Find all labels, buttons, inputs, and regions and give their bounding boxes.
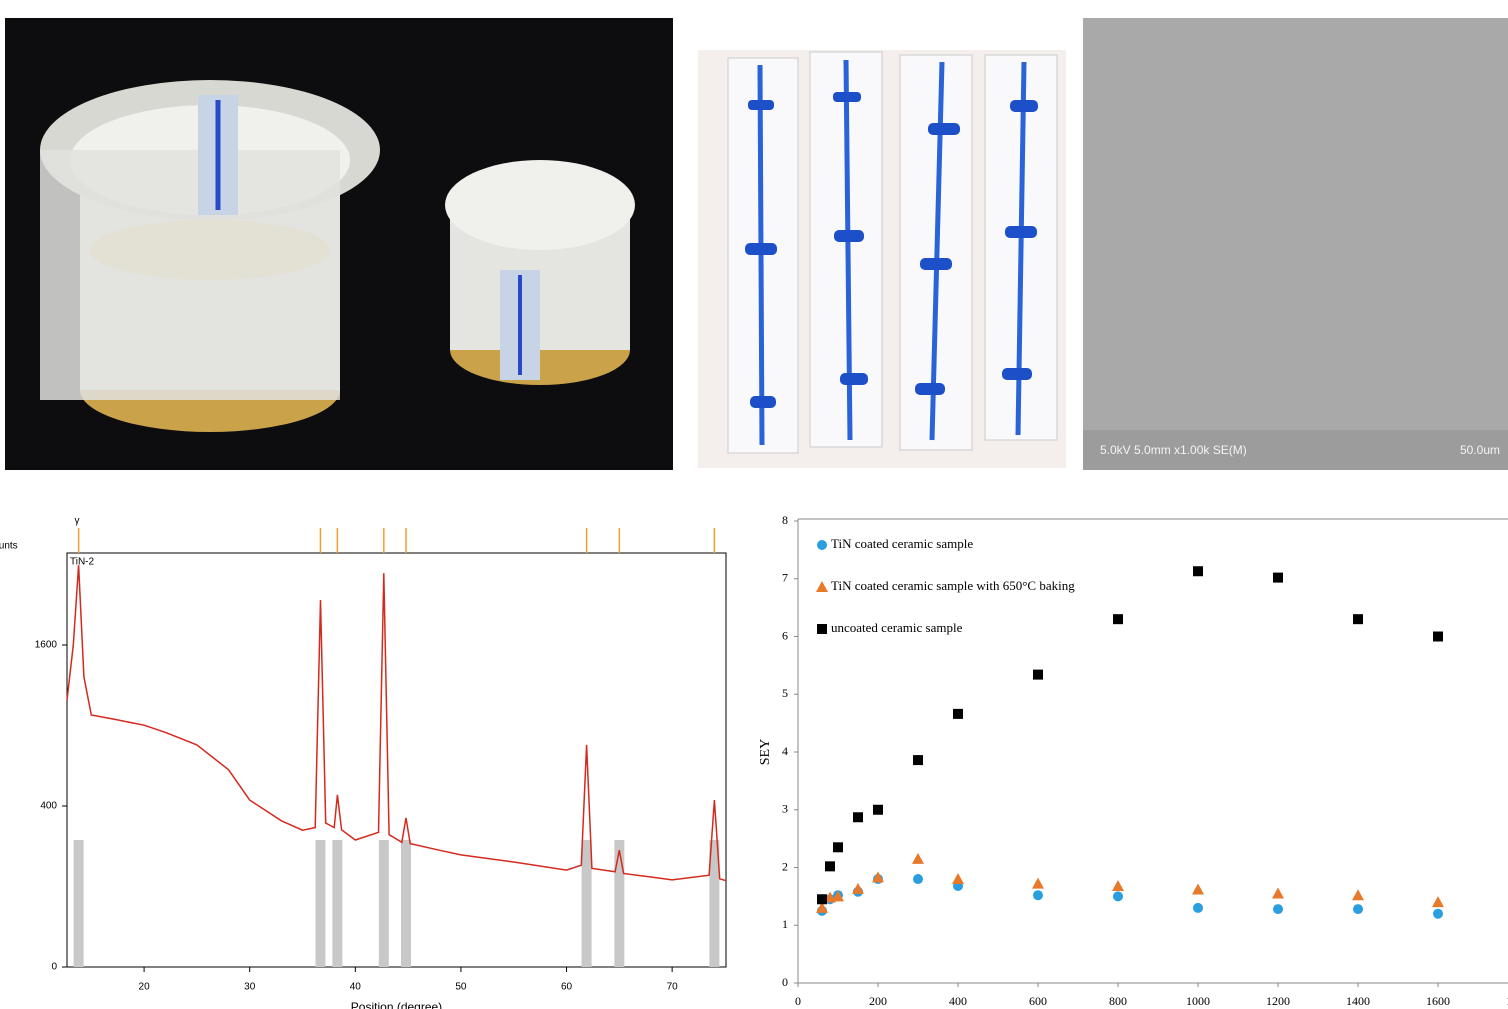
y-tick-label: 4	[782, 744, 788, 758]
data-point	[873, 805, 883, 815]
data-point	[913, 874, 923, 884]
y-tick-label: 2	[782, 859, 788, 873]
x-tick-label: 40	[350, 982, 362, 993]
x-tick-label: 600	[1029, 994, 1047, 1008]
y-tick-label: 8	[782, 513, 788, 527]
sey-chart: 0123456780200400600800100012001400160018…	[758, 513, 1508, 1008]
x-tick-label: 20	[139, 982, 151, 993]
y-tick-label: 3	[782, 802, 788, 816]
y-tick-label: 0	[782, 975, 788, 989]
peak-bar	[379, 840, 389, 967]
photo-sem: 5.0kV 5.0mm x1.00k SE(M) 50.0um	[1083, 18, 1508, 470]
y-tick-label: 0	[51, 962, 57, 973]
photo-strips	[698, 50, 1066, 468]
legend-label: TiN coated ceramic sample	[831, 536, 973, 551]
peak-bar	[582, 840, 592, 967]
annotation: TiN-2	[70, 557, 95, 568]
x-tick-label: 0	[795, 994, 801, 1008]
photo-cylinders	[5, 18, 673, 470]
y-tick-label: 6	[782, 628, 788, 642]
data-point	[852, 883, 864, 894]
peak-bar	[332, 840, 342, 967]
annotation: γ	[75, 516, 80, 527]
data-point	[1353, 904, 1363, 914]
y-axis-label: SEY	[758, 739, 773, 765]
x-tick-label: 200	[869, 994, 887, 1008]
data-point	[953, 709, 963, 719]
data-point	[1273, 573, 1283, 583]
legend-marker	[817, 624, 827, 634]
y-tick-label: 400	[40, 801, 57, 812]
data-point	[952, 873, 964, 884]
data-point	[1033, 670, 1043, 680]
data-point	[1112, 880, 1124, 891]
data-point	[817, 894, 827, 904]
data-point	[1193, 566, 1203, 576]
data-point	[1432, 896, 1444, 907]
x-tick-label: 70	[667, 982, 679, 993]
data-point	[1273, 904, 1283, 914]
y-axis-label: Counts	[0, 541, 18, 552]
data-point	[913, 755, 923, 765]
data-point	[1032, 878, 1044, 889]
data-point	[1033, 890, 1043, 900]
x-tick-label: 800	[1109, 994, 1127, 1008]
y-tick-label: 5	[782, 686, 788, 700]
y-tick-label: 1600	[35, 640, 58, 651]
data-point	[825, 861, 835, 871]
data-point	[1192, 883, 1204, 894]
x-axis-label: Position (degree)	[351, 1000, 442, 1009]
data-point	[1113, 614, 1123, 624]
peak-bar	[401, 840, 411, 967]
x-tick-label: 30	[244, 982, 256, 993]
peak-bar	[614, 840, 624, 967]
data-point	[1433, 632, 1443, 642]
x-tick-label: 1200	[1266, 994, 1290, 1008]
x-tick-label: 400	[949, 994, 967, 1008]
figure: 5.0kV 5.0mm x1.00k SE(M) 50.0um 04001600…	[0, 0, 1508, 1009]
x-tick-label: 1400	[1346, 994, 1370, 1008]
sem-caption: 5.0kV 5.0mm x1.00k SE(M)	[1100, 443, 1247, 457]
data-point	[1352, 889, 1364, 900]
sem-scale: 50.0um	[1460, 443, 1500, 457]
y-tick-label: 1	[782, 917, 788, 931]
legend-marker	[816, 581, 828, 592]
data-point	[853, 812, 863, 822]
data-point	[1193, 903, 1203, 913]
data-point	[833, 842, 843, 852]
x-tick-label: 1000	[1186, 994, 1210, 1008]
peak-bar	[315, 840, 325, 967]
xrd-frame	[67, 553, 726, 967]
legend-label: TiN coated ceramic sample with 650°C bak…	[831, 578, 1075, 593]
data-point	[1433, 909, 1443, 919]
x-tick-label: 1600	[1426, 994, 1450, 1008]
y-tick-label: 7	[782, 571, 788, 585]
peak-bar	[74, 840, 84, 967]
legend-marker	[817, 540, 827, 550]
data-point	[1353, 614, 1363, 624]
x-tick-label: 50	[455, 982, 467, 993]
data-point	[1272, 887, 1284, 898]
legend-label: uncoated ceramic sample	[831, 620, 963, 635]
data-point	[1113, 891, 1123, 901]
data-point	[912, 853, 924, 864]
x-tick-label: 60	[561, 982, 573, 993]
